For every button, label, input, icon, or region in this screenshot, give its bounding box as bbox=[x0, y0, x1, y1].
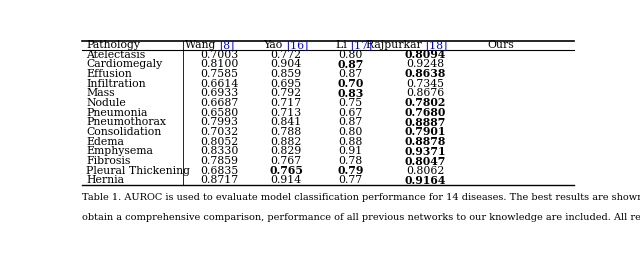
Text: 0.767: 0.767 bbox=[271, 156, 301, 166]
Text: 0.8676: 0.8676 bbox=[406, 88, 444, 98]
Text: 0.829: 0.829 bbox=[271, 146, 301, 156]
Text: 0.78: 0.78 bbox=[339, 156, 363, 166]
Text: Li: Li bbox=[336, 40, 351, 50]
Text: Effusion: Effusion bbox=[86, 69, 132, 79]
Text: 0.79: 0.79 bbox=[337, 165, 364, 176]
Text: Yao: Yao bbox=[263, 40, 286, 50]
Text: Infiltration: Infiltration bbox=[86, 79, 146, 89]
Text: 0.7901: 0.7901 bbox=[404, 126, 445, 137]
Text: Emphysema: Emphysema bbox=[86, 146, 154, 156]
Text: [18]: [18] bbox=[425, 40, 447, 50]
Text: 0.67: 0.67 bbox=[339, 108, 363, 118]
Text: 0.717: 0.717 bbox=[271, 98, 301, 108]
Text: 0.695: 0.695 bbox=[271, 79, 301, 89]
Text: Wang: Wang bbox=[185, 40, 219, 50]
Text: 0.88: 0.88 bbox=[339, 137, 363, 147]
Text: 0.882: 0.882 bbox=[271, 137, 302, 147]
Text: 0.70: 0.70 bbox=[337, 78, 364, 89]
Text: 0.6933: 0.6933 bbox=[200, 88, 238, 98]
Text: Atelectasis: Atelectasis bbox=[86, 50, 146, 60]
Text: Mass: Mass bbox=[86, 88, 115, 98]
Text: 0.91: 0.91 bbox=[339, 146, 363, 156]
Text: 0.8638: 0.8638 bbox=[404, 68, 445, 79]
Text: [17]: [17] bbox=[351, 40, 372, 50]
Text: 0.7003: 0.7003 bbox=[200, 50, 238, 60]
Text: 0.8330: 0.8330 bbox=[200, 146, 238, 156]
Text: 0.83: 0.83 bbox=[337, 88, 364, 99]
Text: 0.788: 0.788 bbox=[271, 127, 301, 137]
Text: 0.841: 0.841 bbox=[271, 117, 301, 127]
Text: 0.7032: 0.7032 bbox=[200, 127, 238, 137]
Text: 0.859: 0.859 bbox=[271, 69, 301, 79]
Text: Table 1. AUROC is used to evaluate model classification performance for 14 disea: Table 1. AUROC is used to evaluate model… bbox=[83, 193, 640, 202]
Text: 0.87: 0.87 bbox=[339, 69, 363, 79]
Text: obtain a comprehensive comparison, performance of all previous networks to our k: obtain a comprehensive comparison, perfo… bbox=[83, 213, 640, 222]
Text: 0.8887: 0.8887 bbox=[404, 117, 445, 128]
Text: 0.7859: 0.7859 bbox=[200, 156, 238, 166]
Text: 0.75: 0.75 bbox=[339, 98, 363, 108]
Text: 0.8100: 0.8100 bbox=[200, 59, 238, 69]
Text: 0.8062: 0.8062 bbox=[406, 166, 444, 176]
Text: [16]: [16] bbox=[286, 40, 308, 50]
Text: 0.80: 0.80 bbox=[339, 127, 363, 137]
Text: 0.914: 0.914 bbox=[271, 175, 301, 185]
Text: Fibrosis: Fibrosis bbox=[86, 156, 131, 166]
Text: 0.6614: 0.6614 bbox=[200, 79, 238, 89]
Text: Cardiomegaly: Cardiomegaly bbox=[86, 59, 163, 69]
Text: Rajpurkar: Rajpurkar bbox=[365, 40, 425, 50]
Text: 0.7993: 0.7993 bbox=[200, 117, 238, 127]
Text: 0.8052: 0.8052 bbox=[200, 137, 238, 147]
Text: 0.80: 0.80 bbox=[339, 50, 363, 60]
Text: Nodule: Nodule bbox=[86, 98, 126, 108]
Text: 0.792: 0.792 bbox=[271, 88, 301, 98]
Text: 0.772: 0.772 bbox=[271, 50, 301, 60]
Text: 0.8878: 0.8878 bbox=[404, 136, 445, 147]
Text: 0.904: 0.904 bbox=[271, 59, 301, 69]
Text: 0.87: 0.87 bbox=[339, 117, 363, 127]
Text: Edema: Edema bbox=[86, 137, 124, 147]
Text: 0.8047: 0.8047 bbox=[404, 155, 445, 167]
Text: 0.7345: 0.7345 bbox=[406, 79, 444, 89]
Text: 0.9248: 0.9248 bbox=[406, 59, 444, 69]
Text: 0.6687: 0.6687 bbox=[200, 98, 238, 108]
Text: Hernia: Hernia bbox=[86, 175, 124, 185]
Text: Pathology: Pathology bbox=[86, 40, 140, 50]
Text: 0.9371: 0.9371 bbox=[404, 146, 446, 157]
Text: Pneumonia: Pneumonia bbox=[86, 108, 148, 118]
Text: 0.6580: 0.6580 bbox=[200, 108, 238, 118]
Text: Pneumothorax: Pneumothorax bbox=[86, 117, 166, 127]
Text: 0.87: 0.87 bbox=[337, 59, 364, 70]
Text: Ours: Ours bbox=[487, 40, 514, 50]
Text: [8]: [8] bbox=[219, 40, 234, 50]
Text: 0.765: 0.765 bbox=[269, 165, 303, 176]
Text: 0.7585: 0.7585 bbox=[200, 69, 238, 79]
Text: 0.77: 0.77 bbox=[339, 175, 363, 185]
Text: Consolidation: Consolidation bbox=[86, 127, 162, 137]
Text: Pleural Thickening: Pleural Thickening bbox=[86, 166, 191, 176]
Text: 0.8094: 0.8094 bbox=[404, 49, 445, 60]
Text: 0.713: 0.713 bbox=[271, 108, 301, 118]
Text: 0.9164: 0.9164 bbox=[404, 175, 445, 186]
Text: 0.6835: 0.6835 bbox=[200, 166, 238, 176]
Text: 0.7802: 0.7802 bbox=[404, 97, 445, 108]
Text: 0.8717: 0.8717 bbox=[200, 175, 238, 185]
Text: 0.7680: 0.7680 bbox=[404, 107, 445, 118]
